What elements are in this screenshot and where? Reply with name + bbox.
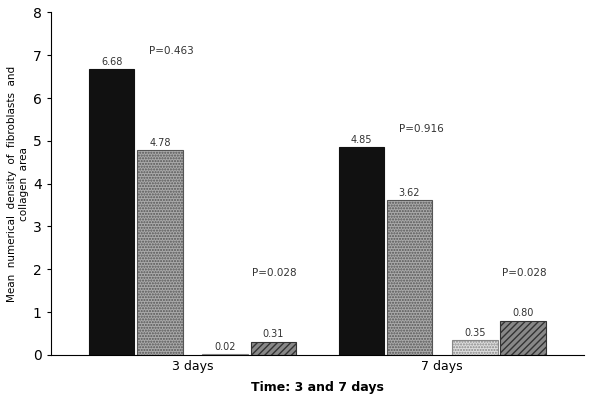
Text: P=0.028: P=0.028 — [502, 268, 547, 278]
Text: 6.68: 6.68 — [101, 57, 122, 67]
Y-axis label: Mean  numerical  density  of  fibroblasts  and
collagen  area: Mean numerical density of fibroblasts an… — [7, 66, 28, 302]
Text: 0.80: 0.80 — [512, 308, 534, 318]
Bar — [387, 200, 432, 355]
Bar — [251, 342, 296, 355]
Bar — [89, 69, 134, 355]
Bar — [452, 340, 498, 355]
Bar — [501, 321, 545, 355]
Bar — [203, 354, 248, 355]
Text: P=0.463: P=0.463 — [150, 46, 194, 56]
Text: P=0.028: P=0.028 — [252, 268, 297, 278]
Text: 0.31: 0.31 — [262, 330, 284, 340]
X-axis label: Time: 3 and 7 days: Time: 3 and 7 days — [251, 381, 384, 394]
Text: 3.62: 3.62 — [399, 188, 420, 198]
Bar — [137, 150, 183, 355]
Text: P=0.916: P=0.916 — [399, 124, 444, 134]
Bar — [339, 147, 384, 355]
Text: 4.85: 4.85 — [350, 135, 372, 145]
Text: 4.78: 4.78 — [149, 138, 171, 148]
Text: 0.35: 0.35 — [464, 328, 486, 338]
Text: 0.02: 0.02 — [215, 342, 236, 352]
